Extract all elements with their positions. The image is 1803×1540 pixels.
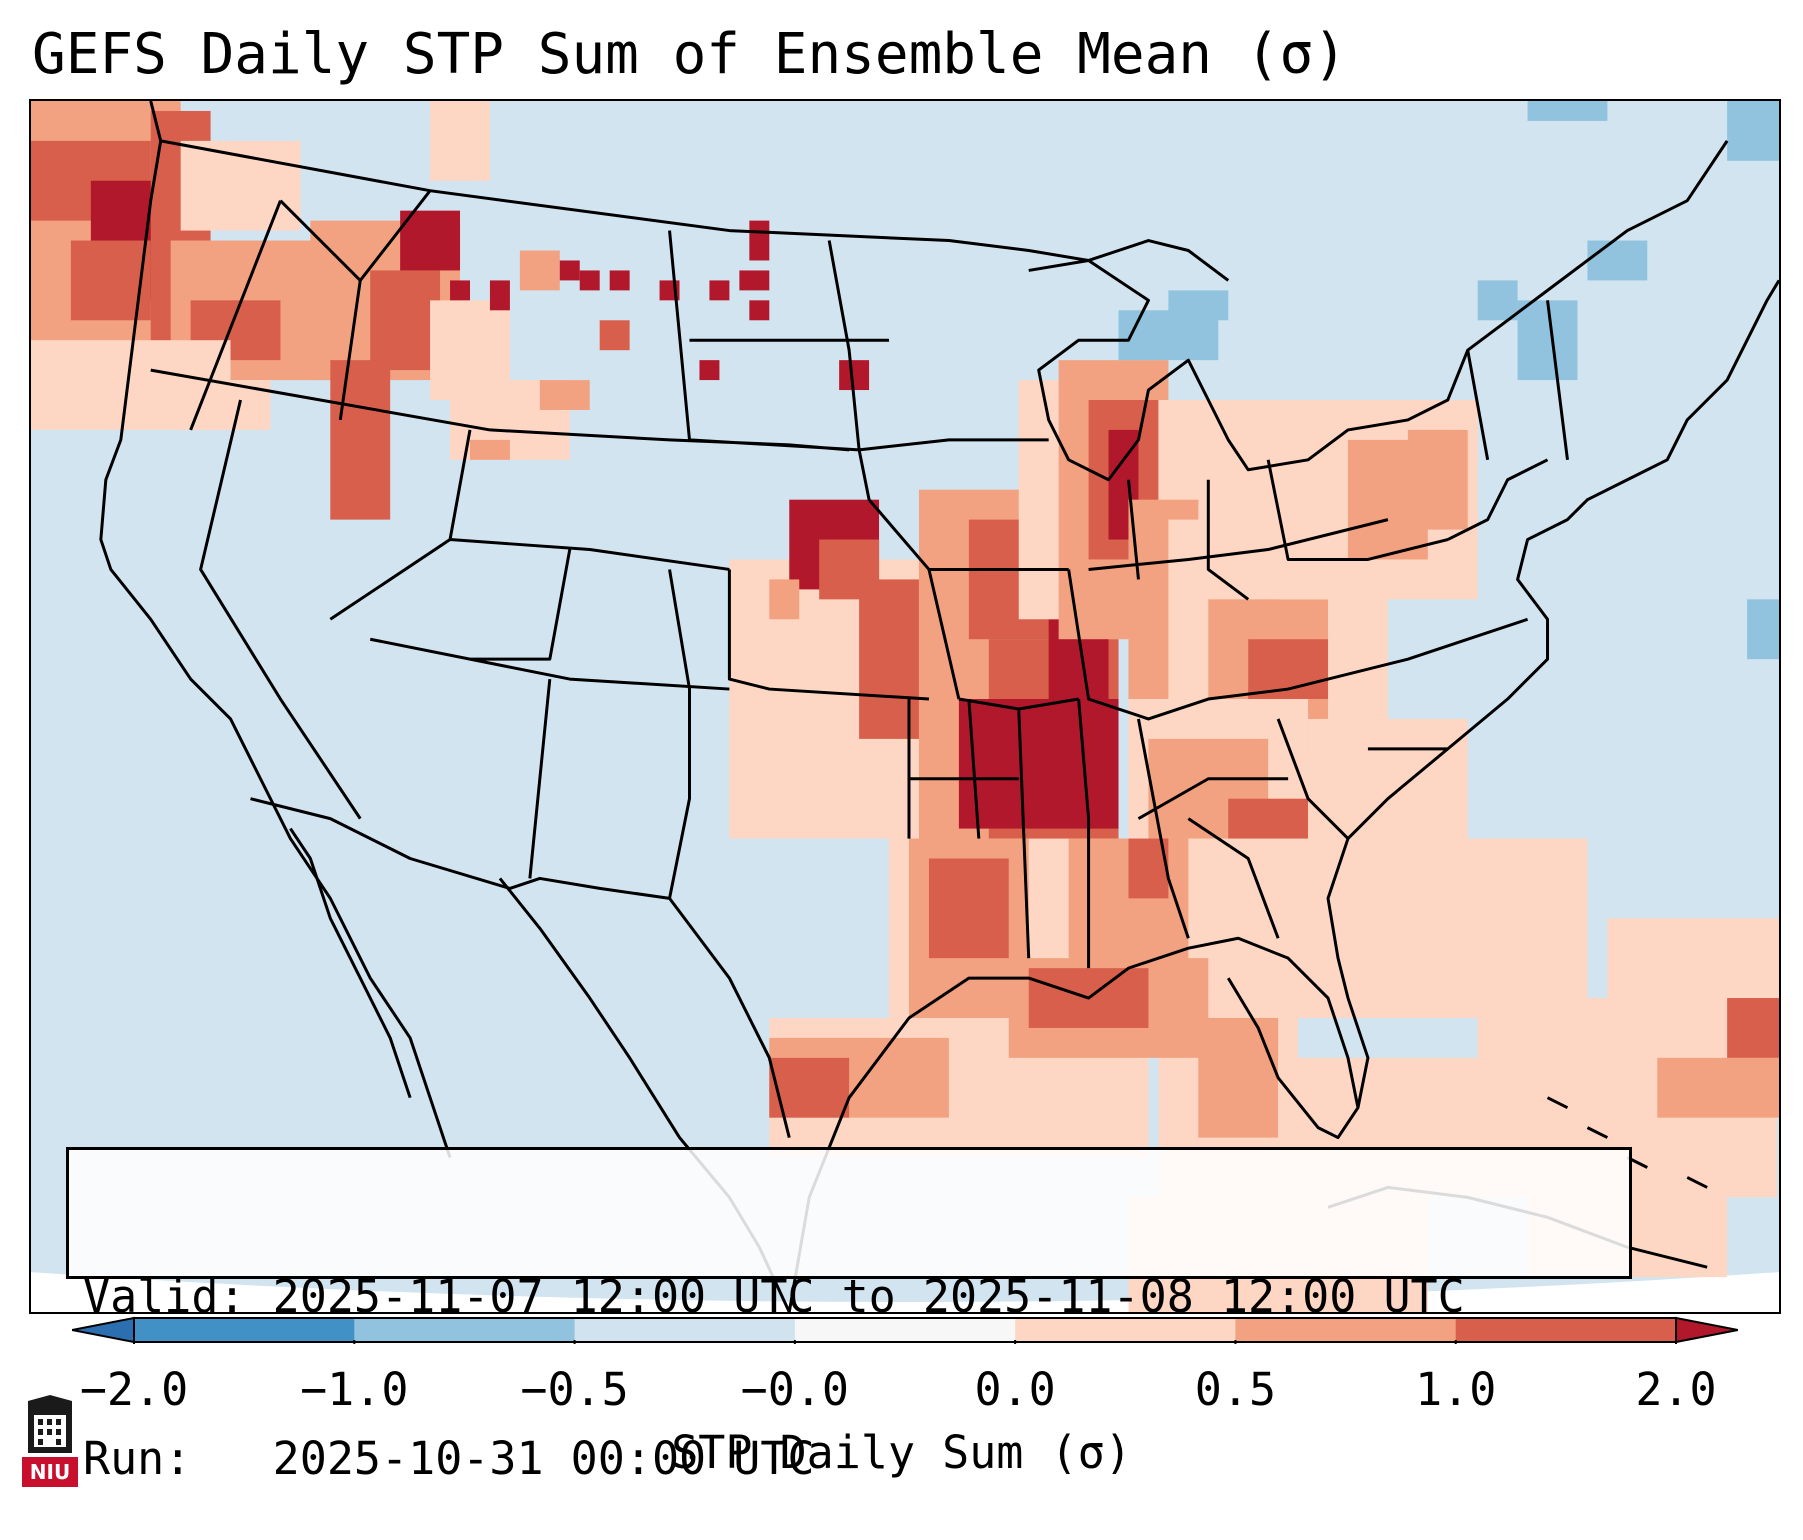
colorbar-segment xyxy=(134,1318,355,1342)
coastline-atlantic xyxy=(1326,279,1779,1108)
colorbar-label: STP Daily Sum (σ) xyxy=(671,1426,1132,1479)
spacer xyxy=(246,1270,273,1324)
colorbar-frame xyxy=(133,1317,1677,1343)
colorbar-tick-label: 0.5 xyxy=(1194,1363,1277,1416)
colorbar-tick-label: 2.0 xyxy=(1635,1363,1717,1416)
colorbar xyxy=(71,1316,1739,1344)
colorbar-svg xyxy=(71,1316,1739,1344)
colorbar-tick-label: 0.0 xyxy=(974,1363,1056,1416)
colorbar-segment xyxy=(794,1318,1016,1342)
colorbar-tick-label: −0.5 xyxy=(520,1363,629,1416)
colorbar-tick-label: 1.0 xyxy=(1415,1363,1497,1416)
colorbar-tick-label: −2.0 xyxy=(79,1363,189,1416)
colorbar-segment xyxy=(354,1318,576,1342)
colorbar-tick-label: −1.0 xyxy=(300,1363,409,1416)
valid-label: Valid: xyxy=(83,1270,246,1323)
coastline-west xyxy=(99,101,452,1158)
border-canada xyxy=(160,139,1230,282)
spacer xyxy=(191,1432,272,1486)
niu-logo-icon: NIU xyxy=(22,1395,78,1487)
state-lines xyxy=(150,189,1569,969)
colorbar-segment xyxy=(1235,1318,1457,1342)
validity-info-box: Valid: 2025-11-07 12:00 UTC to 2025-11-0… xyxy=(66,1147,1632,1485)
run-value: 2025-10-31 00:00 UTC xyxy=(272,1432,815,1485)
stp-region-northern-plains xyxy=(539,220,870,410)
coastline-baja xyxy=(289,827,412,1099)
chart-title: GEFS Daily STP Sum of Ensemble Mean (σ) xyxy=(32,22,1347,87)
colorbar-segment xyxy=(574,1318,796,1342)
colorbar-tick-label: −0.0 xyxy=(740,1363,850,1416)
colorbar-segment xyxy=(1015,1318,1236,1342)
logo-text: NIU xyxy=(30,1460,70,1484)
coastline-bahamas xyxy=(1546,1096,1708,1189)
run-row: Run: 2025-10-31 00:00 UTC xyxy=(83,1432,1615,1486)
colorbar-segment xyxy=(1455,1318,1677,1342)
map-canvas xyxy=(31,101,1779,1312)
boundaries xyxy=(99,101,1779,1312)
colorbar-ticks: −2.0 −1.0 −0.5 −0.0 0.0 0.5 1.0 2.0 xyxy=(0,1362,1803,1418)
coastline-gulf xyxy=(787,936,1360,1312)
great-lakes xyxy=(1028,140,1729,482)
colorbar-extend-high xyxy=(1675,1316,1739,1344)
stp-negative-patches xyxy=(1118,101,1779,660)
valid-row: Valid: 2025-11-07 12:00 UTC to 2025-11-0… xyxy=(83,1270,1615,1324)
run-label: Run: xyxy=(83,1432,192,1485)
map-panel xyxy=(29,99,1781,1314)
valid-value: 2025-11-07 12:00 UTC to 2025-11-08 12:00… xyxy=(272,1270,1465,1323)
border-mexico xyxy=(250,797,791,1138)
